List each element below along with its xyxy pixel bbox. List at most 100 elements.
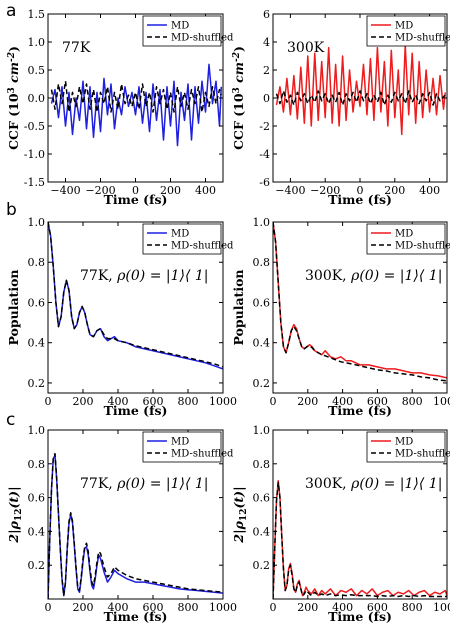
y-tick-label: 0: [263, 92, 270, 105]
y-tick-label: 0.2: [28, 559, 46, 572]
y-tick-label: -1.5: [24, 176, 45, 189]
label-part: ρ(0) = |1⟩⟨ 1|: [350, 476, 442, 492]
y-tick-label: 0.6: [253, 492, 271, 505]
annotation-label: 300K, ρ(0) = |1⟩⟨ 1|: [305, 268, 442, 284]
label-part: 77K: [62, 40, 91, 56]
label-part: -2: [232, 52, 242, 62]
label-part: 2|ρ: [6, 520, 21, 543]
y-tick-label: -6: [259, 176, 270, 189]
label-part: 300K: [287, 40, 325, 56]
annotation-label: 77K, ρ(0) = |1⟩⟨ 1|: [80, 476, 209, 492]
y-tick-label: 0.8: [28, 458, 46, 471]
label-part: 3: [7, 87, 17, 93]
y-tick-label: 0.6: [28, 492, 46, 505]
subplot-c-77K: 0 200 400 600 800 1000 0.2 0.4 0.6 0.8 1.0 Time (fs…: [6, 424, 237, 623]
x-axis-label: Time (fs): [328, 403, 392, 418]
series-line-md: [275, 44, 447, 136]
x-tick-label: 0: [270, 601, 277, 614]
y-tick-label: 0.4: [28, 337, 46, 350]
subplot-a-300K: −400 −200 0 200 400 -6 -4 -2 0 2 4 6 Time (fs) CCF (1…: [231, 8, 450, 207]
legend-label-md-shuffled: MD-shuffled: [171, 449, 234, 460]
legend-box: [142, 15, 222, 47]
y-tick-label: 1.0: [28, 424, 46, 437]
x-tick-label: 400: [108, 395, 129, 408]
series-line-md-shuffled: [273, 481, 447, 599]
label-part: CCF (10: [6, 93, 21, 150]
x-tick-label: 1000: [433, 601, 450, 614]
legend-label-md-shuffled: MD-shuffled: [395, 33, 450, 44]
x-tick-label: −200: [310, 184, 340, 197]
x-tick-label: 200: [297, 395, 318, 408]
y-tick-label: 0.2: [28, 377, 46, 390]
y-tick-label: 0.4: [253, 525, 271, 538]
series-line-md: [273, 479, 447, 599]
subplot-c-300K: 0 200 400 600 800 1000 0.2 0.4 0.6 0.8 1.0 Time (fs…: [231, 424, 450, 623]
x-tick-label: 0: [132, 184, 139, 197]
label-part: ρ(0) = |1⟩⟨ 1|: [350, 268, 442, 284]
x-axis-label: Time (fs): [328, 609, 392, 623]
x-tick-label: 800: [402, 395, 423, 408]
label-part: (t)|: [231, 486, 246, 508]
y-tick-label: 0.2: [253, 559, 271, 572]
x-axis-label: Time (fs): [328, 192, 392, 207]
x-tick-label: 200: [297, 601, 318, 614]
series-line-md-shuffled: [50, 80, 222, 113]
x-tick-label: 0: [357, 184, 364, 197]
y-tick-label: 2: [263, 64, 270, 77]
label-part: 300K,: [305, 476, 351, 492]
x-tick-label: 400: [419, 184, 440, 197]
label-part: 12: [14, 509, 24, 522]
axes-frame: [47, 221, 224, 394]
label-part: ): [231, 46, 246, 52]
x-axis-label: Time (fs): [104, 403, 168, 418]
x-tick-label: −400: [275, 184, 305, 197]
y-axis-label: Population: [231, 269, 246, 345]
label-part: cm: [6, 62, 21, 87]
y-axis-label: CCF (103 cm-2): [231, 46, 246, 150]
subplot-b-300K: 0 200 400 600 800 1000 0.2 0.4 0.6 0.8 1.0 Time (fs…: [231, 216, 450, 418]
y-axis-label: CCF (103 cm-2): [6, 46, 21, 150]
x-tick-label: 600: [367, 395, 388, 408]
y-tick-label: 0.4: [28, 525, 46, 538]
x-tick-label: 200: [160, 184, 181, 197]
series-line-md-shuffled: [48, 222, 223, 368]
y-tick-label: 1.0: [28, 216, 46, 229]
panel-letter-a: a: [6, 1, 16, 21]
x-tick-label: 1000: [209, 395, 237, 408]
y-tick-label: 0.8: [253, 256, 271, 269]
legend-label-md-shuffled: MD-shuffled: [171, 241, 234, 252]
x-tick-label: 0: [45, 601, 52, 614]
x-tick-label: 1000: [209, 601, 237, 614]
y-tick-label: 1.5: [28, 8, 46, 21]
x-tick-label: 0: [270, 395, 277, 408]
legend-label-md: MD: [395, 21, 413, 32]
label-part: 77K,: [80, 476, 117, 492]
legend-label-md: MD: [395, 437, 413, 448]
legend-label-md: MD: [171, 437, 189, 448]
annotation-label: 300K: [287, 40, 325, 56]
label-part: Population: [6, 269, 21, 345]
y-tick-label: 0.8: [253, 458, 271, 471]
panel-letter-b: b: [6, 200, 17, 220]
label-part: 2|ρ: [231, 520, 246, 543]
x-tick-label: 600: [367, 601, 388, 614]
label-part: -2: [7, 52, 17, 62]
label-part: 77K,: [80, 268, 117, 284]
series-line-md-shuffled: [48, 452, 223, 599]
y-tick-label: -2: [259, 120, 270, 133]
label-part: 12: [239, 509, 249, 522]
axes-frame: [47, 429, 224, 600]
y-tick-label: -0.5: [24, 120, 45, 133]
x-tick-label: 200: [73, 395, 94, 408]
y-axis-label: Population: [6, 269, 21, 345]
y-axis-label: 2|ρ12(t)|: [6, 486, 24, 543]
y-tick-label: 4: [263, 36, 270, 49]
x-tick-label: 800: [402, 601, 423, 614]
legend-label-md-shuffled: MD-shuffled: [171, 33, 234, 44]
legend-box: [142, 223, 222, 255]
label-part: cm: [231, 62, 246, 87]
x-axis-label: Time (fs): [104, 192, 168, 207]
legend-box: [366, 431, 446, 463]
legend-label-md: MD: [171, 229, 189, 240]
